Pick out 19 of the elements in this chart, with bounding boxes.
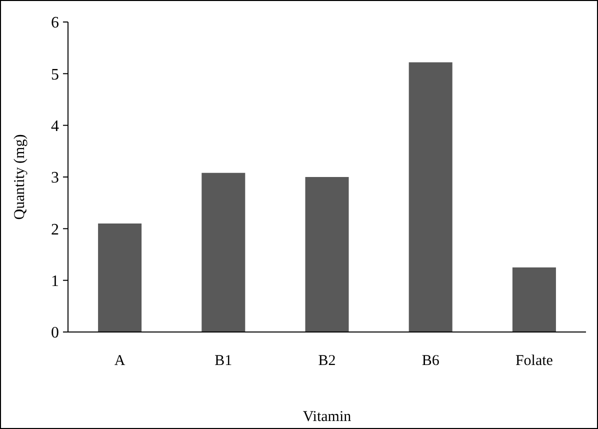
y-tick-label: 6 <box>51 14 59 32</box>
x-tick-label: B2 <box>318 353 336 369</box>
bar <box>98 224 142 332</box>
y-tick-label: 5 <box>51 66 59 84</box>
y-tick-label: 3 <box>51 170 59 187</box>
y-tick-label: 4 <box>51 118 59 135</box>
y-tick-label: 1 <box>51 272 59 290</box>
bar <box>512 267 556 332</box>
y-tick-label: 0 <box>51 324 59 342</box>
bar <box>305 177 349 332</box>
x-tick-label: B1 <box>214 353 232 369</box>
y-tick-label: 2 <box>51 221 59 238</box>
x-tick-label: Folate <box>515 353 554 369</box>
bar <box>202 172 246 332</box>
x-tick-label: B6 <box>422 353 440 369</box>
y-axis-title: Quantity (mg) <box>12 134 28 220</box>
x-axis-title: Vitamin <box>302 409 352 425</box>
x-tick-label: A <box>114 353 126 369</box>
bar <box>408 62 452 332</box>
